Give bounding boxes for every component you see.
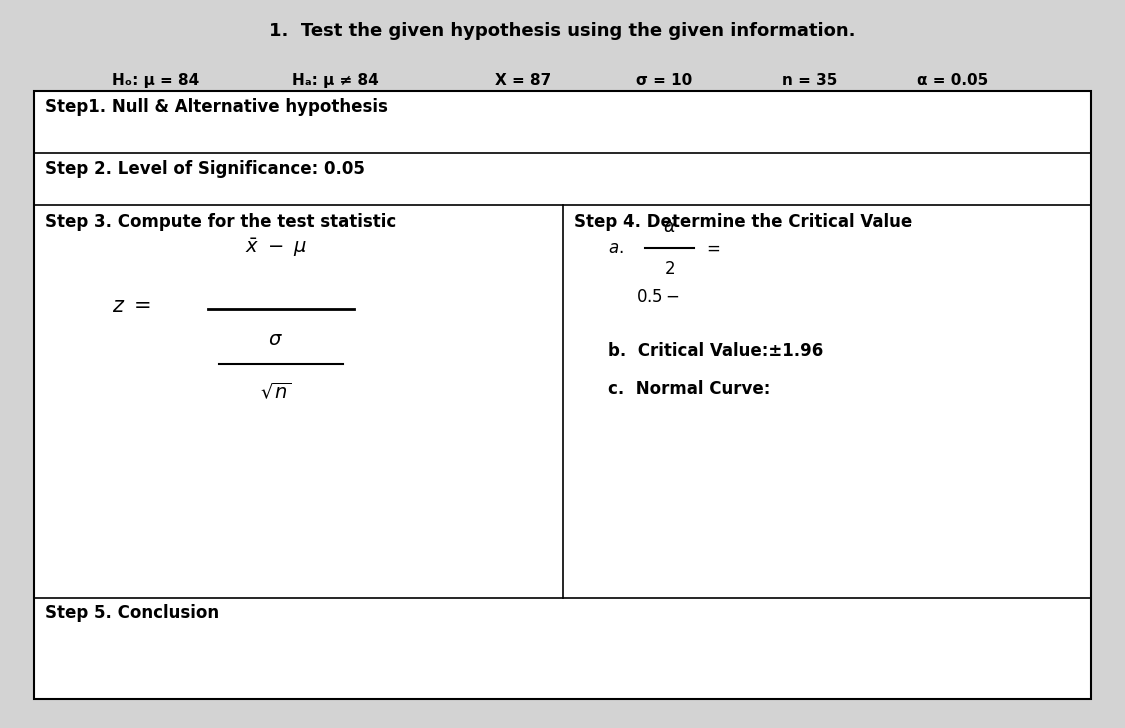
Text: Χ = 87: Χ = 87 (495, 73, 551, 88)
Text: Step 4. Determine the Critical Value: Step 4. Determine the Critical Value (574, 213, 912, 231)
Text: $0.5-$: $0.5-$ (636, 288, 679, 306)
Text: $\alpha$: $\alpha$ (663, 218, 676, 236)
Text: $2$: $2$ (664, 261, 675, 278)
Text: Hₒ: μ = 84: Hₒ: μ = 84 (112, 73, 200, 88)
Text: $=$: $=$ (703, 239, 720, 256)
Text: c.  Normal Curve:: c. Normal Curve: (608, 380, 770, 398)
Text: $\sigma$: $\sigma$ (268, 331, 284, 349)
Text: Step 3. Compute for the test statistic: Step 3. Compute for the test statistic (45, 213, 396, 231)
Text: $\bar{x}\ -\ \mu$: $\bar{x}\ -\ \mu$ (244, 236, 307, 259)
Text: σ = 10: σ = 10 (636, 73, 692, 88)
Text: Step 2. Level of Significance: 0.05: Step 2. Level of Significance: 0.05 (45, 160, 365, 178)
Text: α = 0.05: α = 0.05 (917, 73, 988, 88)
Text: 1.  Test the given hypothesis using the given information.: 1. Test the given hypothesis using the g… (269, 22, 856, 40)
Text: Step1. Null & Alternative hypothesis: Step1. Null & Alternative hypothesis (45, 98, 388, 116)
Text: n = 35: n = 35 (782, 73, 837, 88)
Text: b.  Critical Value:±1.96: b. Critical Value:±1.96 (608, 342, 822, 360)
Text: $a.$: $a.$ (608, 239, 623, 256)
Text: Hₐ: μ ≠ 84: Hₐ: μ ≠ 84 (292, 73, 379, 88)
Text: Step 5. Conclusion: Step 5. Conclusion (45, 604, 219, 622)
Text: $\sqrt{n}$: $\sqrt{n}$ (260, 381, 291, 402)
Text: $z\ =$: $z\ =$ (112, 296, 152, 316)
FancyBboxPatch shape (34, 91, 1091, 699)
